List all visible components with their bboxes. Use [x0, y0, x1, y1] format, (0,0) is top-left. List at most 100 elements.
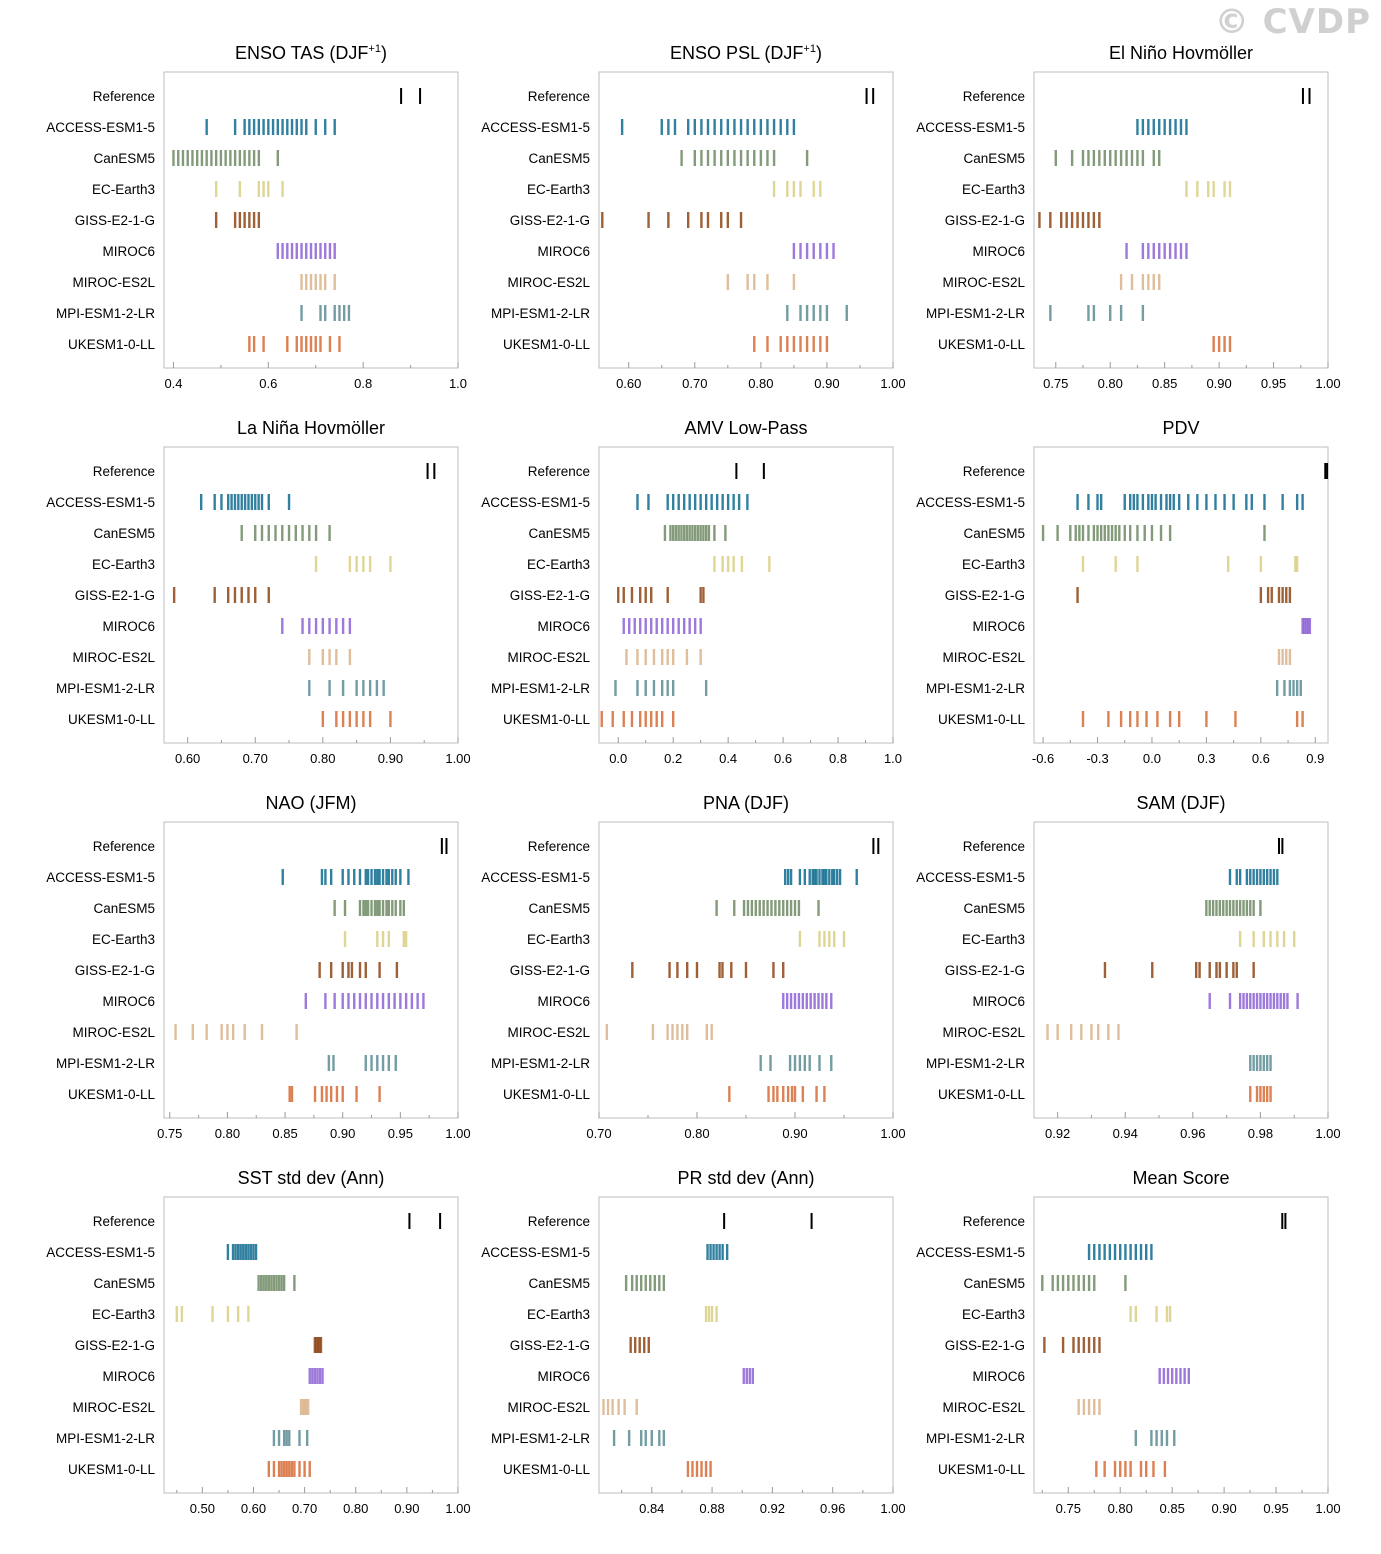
- model-label: Reference: [93, 839, 155, 854]
- chart-title-main: SST std dev (Ann): [238, 1168, 385, 1188]
- x-tick-label: 0.8: [354, 376, 372, 391]
- x-tick-label: 0.80: [1108, 1501, 1133, 1516]
- plot-frame: [1033, 446, 1329, 744]
- chart-title-main: NAO (JFM): [266, 793, 357, 813]
- model-label: EC-Earth3: [527, 557, 590, 572]
- model-label: MIROC-ES2L: [72, 1400, 155, 1415]
- x-tick-label: 0.90: [1206, 376, 1231, 391]
- model-label: MIROC6: [537, 1369, 590, 1384]
- x-tick-label: 0.6: [259, 376, 277, 391]
- x-tick-label: 1.00: [880, 1126, 905, 1141]
- x-tick-label: 0.95: [1263, 1501, 1288, 1516]
- model-label: ACCESS-ESM1-5: [46, 870, 155, 885]
- model-label: ACCESS-ESM1-5: [916, 120, 1025, 135]
- model-label: EC-Earth3: [527, 932, 590, 947]
- x-tick-label: 0.70: [243, 751, 268, 766]
- plot-frame: [598, 71, 894, 369]
- x-tick-label: 0.88: [699, 1501, 724, 1516]
- model-label: MPI-ESM1-2-LR: [56, 1056, 155, 1071]
- x-tick-label: -0.6: [1032, 751, 1054, 766]
- x-tick-label: 0.70: [682, 376, 707, 391]
- model-label: MIROC-ES2L: [942, 650, 1025, 665]
- x-tick-label: 0.75: [157, 1126, 182, 1141]
- model-label: CanESM5: [528, 1276, 590, 1291]
- chart-panel: PNA (DJF) 0.70 0.80 0.90 1.00 Reference ACCESS…: [481, 793, 905, 1141]
- model-label: MIROC-ES2L: [507, 650, 590, 665]
- model-label: MIROC6: [972, 244, 1025, 259]
- x-tick-label: 0.80: [310, 751, 335, 766]
- plot-frame: [163, 1196, 459, 1494]
- model-label: EC-Earth3: [962, 1307, 1025, 1322]
- model-label: MIROC6: [102, 1369, 155, 1384]
- x-tick-label: -0.3: [1086, 751, 1108, 766]
- model-label: UKESM1-0-LL: [938, 337, 1026, 352]
- x-tick-label: 0.6: [1252, 751, 1270, 766]
- model-label: CanESM5: [93, 151, 155, 166]
- chart-title-main: PNA (DJF): [703, 793, 789, 813]
- model-label: CanESM5: [528, 901, 590, 916]
- model-label: MIROC-ES2L: [507, 1025, 590, 1040]
- plot-frame: [598, 1196, 894, 1494]
- model-label: CanESM5: [963, 526, 1025, 541]
- x-tick-label: 0.60: [616, 376, 641, 391]
- chart-title: La Niña Hovmöller: [237, 418, 385, 438]
- model-label: GISS-E2-1-G: [945, 213, 1025, 228]
- plot-frame: [163, 71, 459, 369]
- model-label: MPI-ESM1-2-LR: [926, 1431, 1025, 1446]
- model-label: GISS-E2-1-G: [75, 963, 155, 978]
- x-tick-label: 1.00: [445, 751, 470, 766]
- model-label: MPI-ESM1-2-LR: [491, 1431, 590, 1446]
- model-label: GISS-E2-1-G: [510, 1338, 590, 1353]
- plot-frame: [163, 446, 459, 744]
- model-label: CanESM5: [963, 151, 1025, 166]
- model-label: MPI-ESM1-2-LR: [491, 306, 590, 321]
- x-tick-label: 0.96: [820, 1501, 845, 1516]
- model-label: EC-Earth3: [527, 182, 590, 197]
- model-label: CanESM5: [93, 1276, 155, 1291]
- model-label: UKESM1-0-LL: [938, 712, 1026, 727]
- model-label: MIROC6: [972, 1369, 1025, 1384]
- model-label: Reference: [963, 839, 1025, 854]
- x-tick-label: 1.0: [884, 751, 902, 766]
- model-label: UKESM1-0-LL: [68, 1087, 156, 1102]
- chart-title: PR std dev (Ann): [677, 1168, 814, 1188]
- plot-frame: [1033, 71, 1329, 369]
- chart-title: PNA (DJF): [703, 793, 789, 813]
- chart-panel: PDV -0.6 -0.3 0.0 0.3 0.6 0.9 Reference ACCESS-E…: [916, 418, 1329, 766]
- x-tick-label: 0.60: [241, 1501, 266, 1516]
- model-label: MIROC6: [972, 619, 1025, 634]
- model-label: Reference: [963, 464, 1025, 479]
- x-tick-label: 1.00: [445, 1126, 470, 1141]
- x-tick-label: 0.75: [1043, 376, 1068, 391]
- x-tick-label: 0.0: [609, 751, 627, 766]
- model-label: MIROC-ES2L: [507, 275, 590, 290]
- model-label: UKESM1-0-LL: [68, 1462, 156, 1477]
- x-tick-label: 0.85: [1152, 376, 1177, 391]
- x-tick-label: 0.85: [272, 1126, 297, 1141]
- x-tick-label: 0.6: [774, 751, 792, 766]
- chart-panel: SAM (DJF) 0.92 0.94 0.96 0.98 1.00 Reference AC…: [916, 793, 1340, 1141]
- chart-title: NAO (JFM): [266, 793, 357, 813]
- model-label: UKESM1-0-LL: [503, 337, 591, 352]
- x-tick-label: 0.98: [1248, 1126, 1273, 1141]
- chart-title-superscript: +1: [368, 43, 381, 55]
- chart-panel: NAO (JFM) 0.75 0.80 0.85 0.90 0.95 1.00 Referen…: [46, 793, 470, 1141]
- model-label: GISS-E2-1-G: [510, 213, 590, 228]
- x-tick-label: 0.75: [1056, 1501, 1081, 1516]
- model-label: ACCESS-ESM1-5: [916, 495, 1025, 510]
- x-tick-label: 0.95: [1261, 376, 1286, 391]
- model-label: Reference: [528, 839, 590, 854]
- x-tick-label: 0.80: [343, 1501, 368, 1516]
- model-label: CanESM5: [963, 901, 1025, 916]
- copyright-watermark: © CVDP: [1214, 2, 1371, 42]
- x-tick-label: 0.96: [1180, 1126, 1205, 1141]
- model-label: MIROC-ES2L: [942, 1025, 1025, 1040]
- chart-panel: El Niño Hovmöller 0.75 0.80 0.85 0.90 0.95 1.0…: [916, 43, 1340, 391]
- x-tick-label: 0.4: [719, 751, 737, 766]
- model-label: MIROC-ES2L: [72, 650, 155, 665]
- model-label: MPI-ESM1-2-LR: [56, 306, 155, 321]
- x-tick-label: 0.70: [586, 1126, 611, 1141]
- model-label: ACCESS-ESM1-5: [481, 1245, 590, 1260]
- model-label: Reference: [528, 464, 590, 479]
